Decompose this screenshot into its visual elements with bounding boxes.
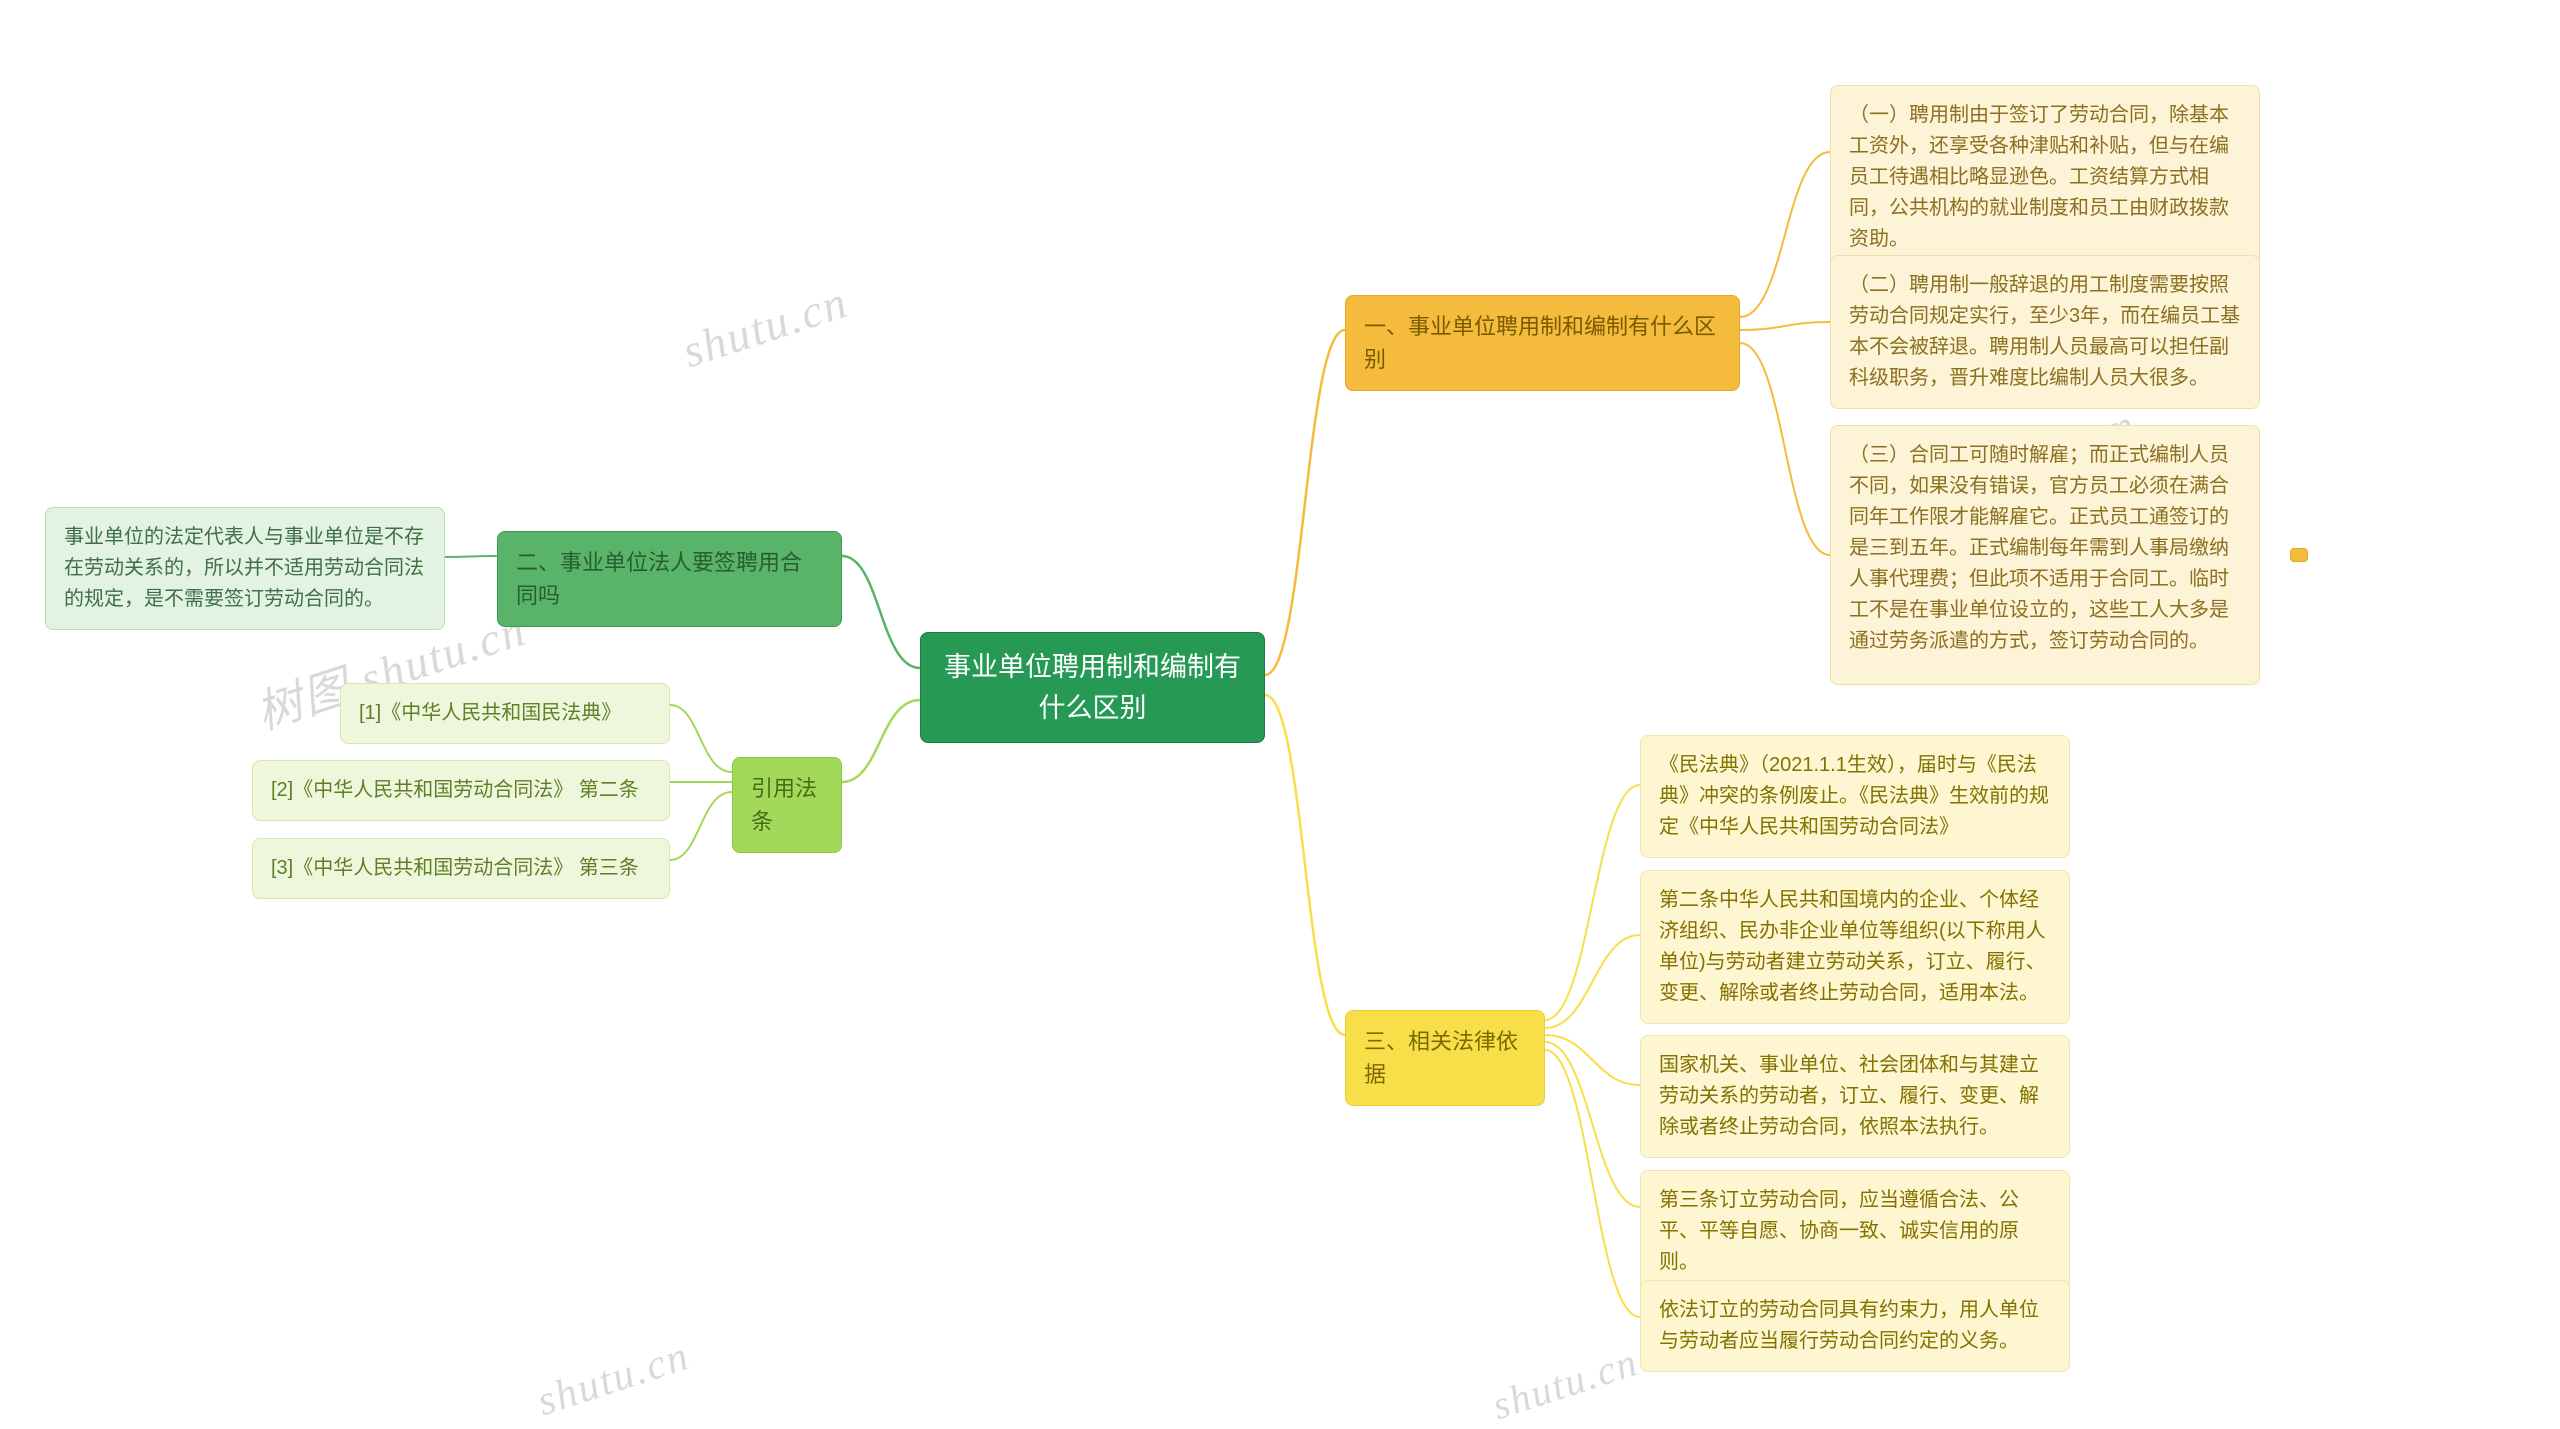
branch-4-leaf-3[interactable]: [3]《中华人民共和国劳动合同法》 第三条 — [252, 838, 670, 899]
branch-2-leaf-1[interactable]: 事业单位的法定代表人与事业单位是不存在劳动关系的，所以并不适用劳动合同法的规定，… — [45, 507, 445, 630]
watermark: shutu.cn — [676, 275, 855, 378]
branch-1-leaf-2[interactable]: （二）聘用制一般辞退的用工制度需要按照劳动合同规定实行，至少3年，而在编员工基本… — [1830, 255, 2260, 409]
center-node[interactable]: 事业单位聘用制和编制有什么区别 — [920, 632, 1265, 743]
side-indicator — [2290, 548, 2308, 562]
branch-1-leaf-1[interactable]: （一）聘用制由于签订了劳动合同，除基本工资外，还享受各种津贴和补贴，但与在编员工… — [1830, 85, 2260, 270]
branch-3-leaf-1[interactable]: 《民法典》（2021.1.1生效），届时与《民法典》冲突的条例废止。《民法典》生… — [1640, 735, 2070, 858]
branch-3-leaf-5[interactable]: 依法订立的劳动合同具有约束力，用人单位与劳动者应当履行劳动合同约定的义务。 — [1640, 1280, 2070, 1372]
branch-1-leaf-3[interactable]: （三）合同工可随时解雇；而正式编制人员不同，如果没有错误，官方员工必须在满合同年… — [1830, 425, 2260, 685]
branch-1-node[interactable]: 一、事业单位聘用制和编制有什么区别 — [1345, 295, 1740, 391]
branch-3-leaf-2[interactable]: 第二条中华人民共和国境内的企业、个体经济组织、民办非企业单位等组织(以下称用人单… — [1640, 870, 2070, 1024]
branch-4-leaf-2[interactable]: [2]《中华人民共和国劳动合同法》 第二条 — [252, 760, 670, 821]
branch-3-leaf-3[interactable]: 国家机关、事业单位、社会团体和与其建立劳动关系的劳动者，订立、履行、变更、解除或… — [1640, 1035, 2070, 1158]
branch-3-node[interactable]: 三、相关法律依据 — [1345, 1010, 1545, 1106]
branch-4-leaf-1[interactable]: [1]《中华人民共和国民法典》 — [340, 683, 670, 744]
branch-4-node[interactable]: 引用法条 — [732, 757, 842, 853]
branch-3-leaf-4[interactable]: 第三条订立劳动合同，应当遵循合法、公平、平等自愿、协商一致、诚实信用的原则。 — [1640, 1170, 2070, 1293]
watermark: shutu.cn — [531, 1332, 695, 1426]
watermark: shutu.cn — [1486, 1338, 1644, 1429]
branch-2-node[interactable]: 二、事业单位法人要签聘用合同吗 — [497, 531, 842, 627]
